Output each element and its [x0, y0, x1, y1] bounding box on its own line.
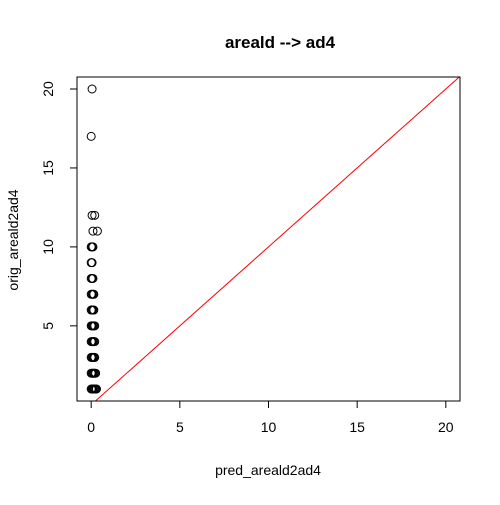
y-tick-label: 20: [40, 81, 56, 97]
x-axis: 0 5 10 15 20: [87, 400, 454, 435]
data-points: [86, 84, 102, 394]
data-point: [90, 321, 100, 331]
x-tick-label: 0: [87, 419, 95, 435]
y-tick-label: 15: [40, 160, 56, 176]
y-tick-label: 10: [40, 239, 56, 255]
y-axis: 5 10 15 20: [40, 81, 78, 330]
data-point: [89, 305, 99, 315]
data-point: [87, 84, 97, 94]
data-point: [87, 210, 97, 220]
data-point: [90, 210, 100, 220]
data-point: [89, 289, 99, 299]
y-tick-label: 5: [40, 322, 56, 330]
x-tick-label: 10: [261, 419, 277, 435]
data-point: [92, 226, 102, 236]
y-axis-label: orig_areald2ad4: [5, 189, 21, 290]
data-point: [87, 258, 97, 268]
chart-title: areald --> ad4: [225, 33, 336, 52]
data-point: [88, 273, 98, 283]
data-point: [90, 337, 100, 347]
x-tick-label: 15: [349, 419, 365, 435]
data-point: [90, 352, 100, 362]
reference-line-group: [95, 76, 460, 402]
plot-frame: [76, 76, 461, 402]
x-tick-label: 5: [176, 419, 184, 435]
data-point: [88, 242, 98, 252]
data-point: [91, 368, 101, 378]
x-tick-label: 20: [438, 419, 454, 435]
data-point: [92, 384, 101, 394]
x-axis-label: pred_areald2ad4: [215, 462, 321, 478]
reference-line: [95, 76, 460, 402]
data-point: [88, 226, 98, 236]
data-point: [86, 131, 96, 141]
